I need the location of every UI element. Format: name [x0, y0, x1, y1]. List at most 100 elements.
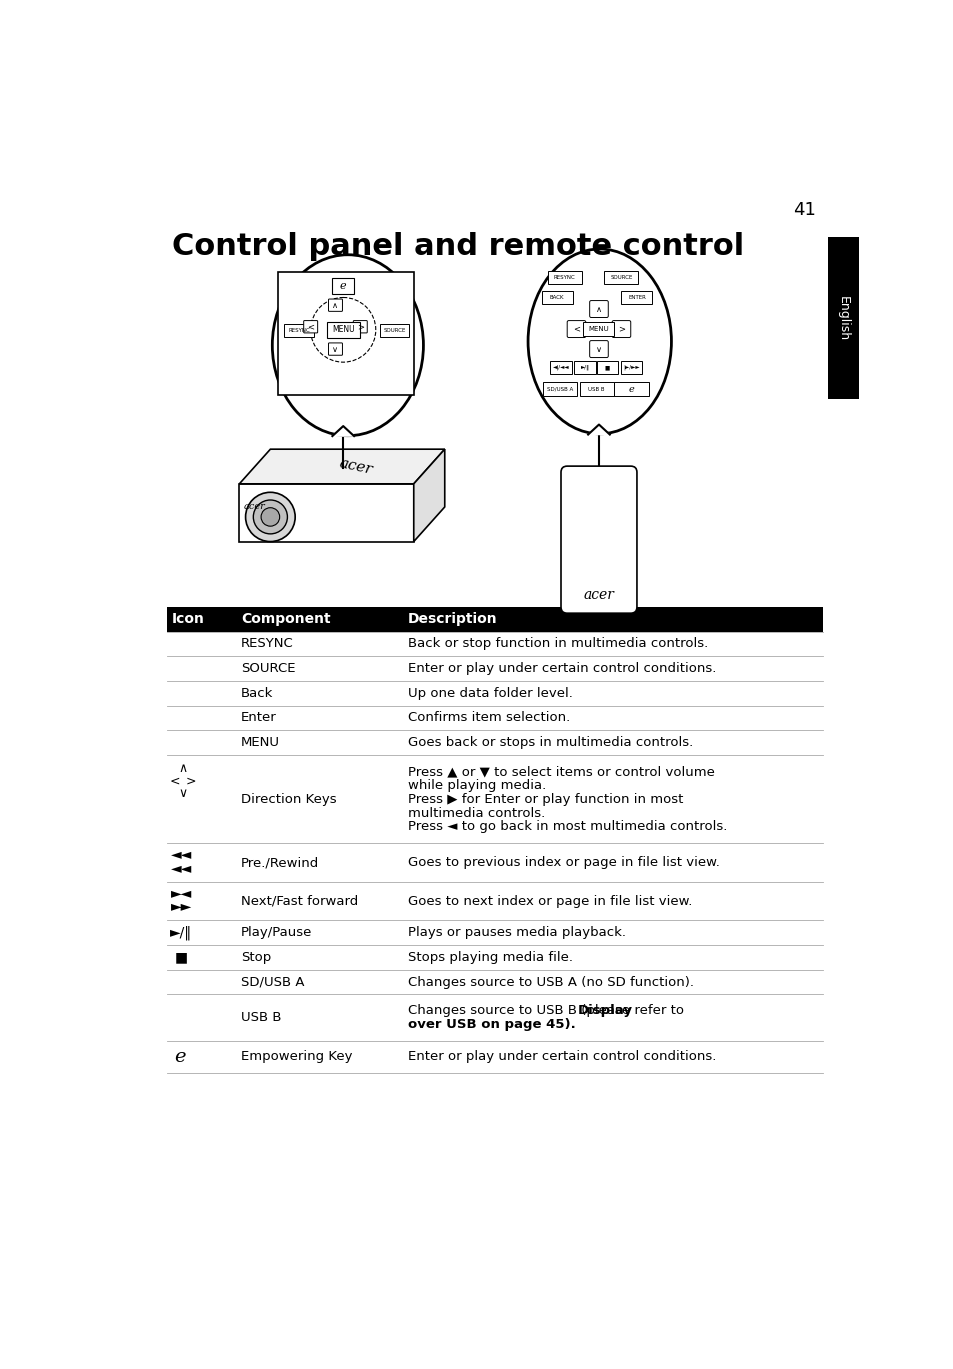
Circle shape [253, 500, 287, 534]
Bar [541, 292, 572, 304]
Text: <: < [307, 322, 314, 331]
Text: while playing media.: while playing media. [407, 779, 545, 791]
Text: Play/Pause: Play/Pause [241, 927, 312, 939]
Bar [167, 606, 822, 631]
Text: SD/USB A: SD/USB A [546, 386, 573, 392]
Text: ∧: ∧ [332, 301, 338, 309]
Text: SD/USB A: SD/USB A [241, 976, 304, 988]
Text: Direction Keys: Direction Keys [241, 793, 336, 805]
Text: ►/‖: ►/‖ [170, 925, 193, 941]
Text: Stop: Stop [241, 951, 271, 964]
Polygon shape [239, 483, 414, 542]
Bar [284, 324, 314, 337]
Text: English: English [836, 296, 849, 341]
Text: e: e [173, 1047, 185, 1065]
Text: ENTER: ENTER [627, 294, 645, 300]
Bar [547, 271, 581, 285]
Bar [550, 360, 571, 375]
Text: USB B: USB B [241, 1010, 281, 1024]
Text: MENU: MENU [241, 737, 279, 749]
Text: SOURCE: SOURCE [383, 329, 405, 333]
Text: Changes source to USB B (please refer to: Changes source to USB B (please refer to [407, 1003, 687, 1017]
Text: 41: 41 [793, 201, 816, 219]
Circle shape [245, 493, 294, 542]
Bar [332, 278, 354, 293]
Bar [278, 272, 414, 396]
FancyBboxPatch shape [303, 320, 317, 333]
Text: Goes to next index or page in file list view.: Goes to next index or page in file list … [407, 895, 691, 908]
Text: Up one data folder level.: Up one data folder level. [407, 687, 572, 700]
Text: <: < [170, 775, 180, 787]
Bar [579, 382, 613, 396]
Text: ∧: ∧ [178, 763, 187, 775]
Text: Pre./Rewind: Pre./Rewind [241, 856, 319, 869]
Polygon shape [332, 426, 354, 437]
Circle shape [261, 508, 279, 526]
Text: ■: ■ [604, 366, 610, 370]
Text: e: e [339, 281, 346, 292]
Text: >: > [356, 322, 363, 331]
Text: Press ▶ for Enter or play function in most: Press ▶ for Enter or play function in mo… [407, 793, 682, 805]
Text: Changes source to USB A (no SD function).: Changes source to USB A (no SD function)… [407, 976, 693, 988]
Text: multimedia controls.: multimedia controls. [407, 806, 544, 820]
Text: Component: Component [241, 612, 330, 627]
Text: Press ▲ or ▼ to select items or control volume: Press ▲ or ▼ to select items or control … [407, 765, 714, 778]
Text: Confirms item selection.: Confirms item selection. [407, 712, 569, 724]
Text: acer: acer [337, 456, 374, 478]
Text: RESYNC: RESYNC [288, 329, 310, 333]
FancyBboxPatch shape [353, 320, 367, 333]
Text: >: > [185, 775, 195, 787]
Text: Plays or pauses media playback.: Plays or pauses media playback. [407, 927, 625, 939]
Text: ►◄: ►◄ [171, 886, 192, 899]
Polygon shape [587, 424, 609, 434]
FancyBboxPatch shape [567, 320, 585, 338]
Text: |►/►►: |►/►► [622, 364, 639, 370]
FancyBboxPatch shape [328, 342, 342, 355]
Text: ◄|/◄◄: ◄|/◄◄ [552, 364, 569, 370]
Text: Goes to previous index or page in file list view.: Goes to previous index or page in file l… [407, 856, 719, 869]
Text: ∨: ∨ [178, 787, 187, 799]
Text: ◄◄: ◄◄ [171, 847, 192, 861]
Bar [379, 324, 409, 337]
Bar [327, 322, 359, 338]
FancyBboxPatch shape [589, 301, 608, 318]
Text: SOURCE: SOURCE [610, 275, 632, 281]
Bar [614, 382, 648, 396]
Text: Control panel and remote control: Control panel and remote control [172, 231, 743, 261]
Bar [620, 360, 641, 375]
Text: RESYNC: RESYNC [554, 275, 576, 281]
Text: Back: Back [241, 687, 273, 700]
Text: ∧: ∧ [596, 304, 601, 314]
Text: Press ◄ to go back in most multimedia controls.: Press ◄ to go back in most multimedia co… [407, 820, 726, 834]
Text: ∨: ∨ [332, 345, 338, 353]
Text: Back or stop function in multimedia controls.: Back or stop function in multimedia cont… [407, 638, 707, 650]
Polygon shape [414, 449, 444, 542]
Text: Display: Display [577, 1003, 632, 1017]
Text: acer: acer [244, 502, 266, 512]
Bar [604, 271, 638, 285]
Text: Enter: Enter [241, 712, 276, 724]
Text: ∨: ∨ [596, 345, 601, 353]
Text: ■: ■ [174, 950, 188, 964]
Text: Enter or play under certain control conditions.: Enter or play under certain control cond… [407, 1050, 715, 1064]
Text: Enter or play under certain control conditions.: Enter or play under certain control cond… [407, 663, 715, 675]
Text: Description: Description [407, 612, 497, 627]
Bar [620, 292, 652, 304]
Text: Stops playing media file.: Stops playing media file. [407, 951, 572, 964]
Text: Empowering Key: Empowering Key [241, 1050, 352, 1064]
Text: ►/‖: ►/‖ [580, 364, 589, 370]
Text: ►►: ►► [171, 899, 192, 913]
Text: <: < [573, 324, 579, 334]
Bar [827, 237, 858, 400]
Text: BACK: BACK [549, 294, 564, 300]
Text: acer: acer [583, 589, 614, 602]
Bar [583, 322, 614, 335]
Text: over USB on page 45).: over USB on page 45). [407, 1019, 575, 1031]
Bar [574, 360, 596, 375]
Text: USB B: USB B [588, 386, 604, 392]
Text: MENU: MENU [332, 326, 355, 334]
FancyBboxPatch shape [589, 341, 608, 357]
FancyBboxPatch shape [612, 320, 630, 338]
Text: e: e [628, 385, 634, 394]
Text: ◄◄: ◄◄ [171, 861, 192, 875]
